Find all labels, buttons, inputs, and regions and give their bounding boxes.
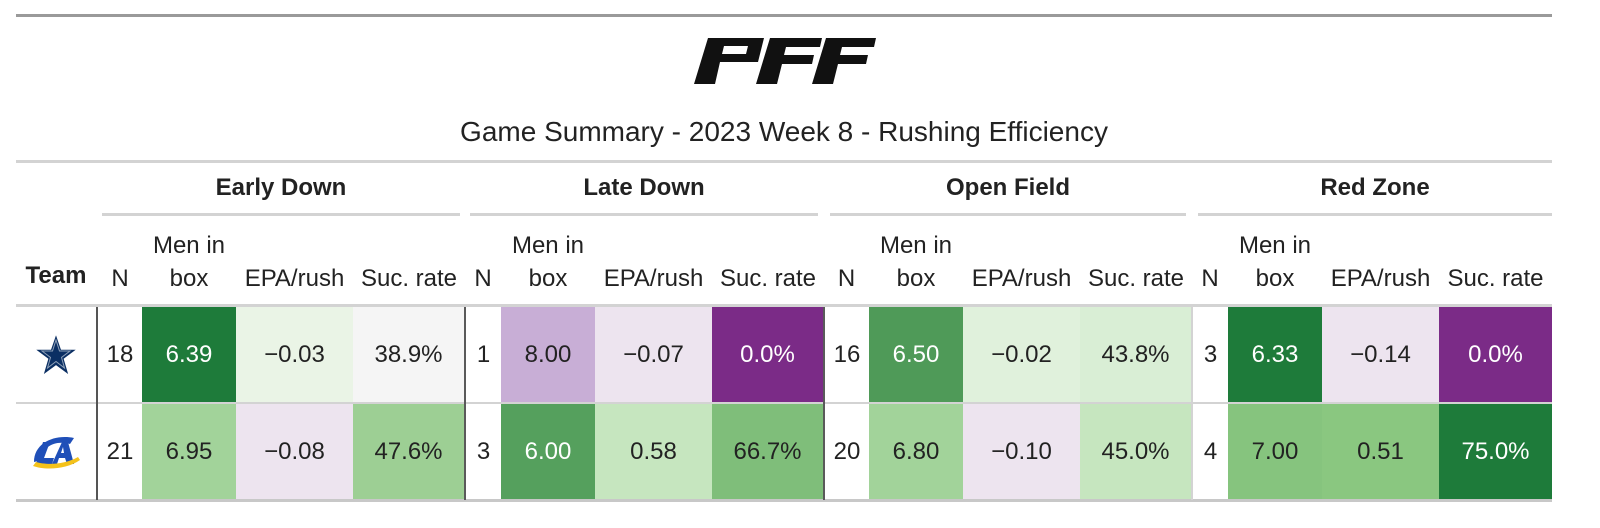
n-cell: 16 <box>825 307 869 402</box>
col-header-line: box <box>1255 265 1295 292</box>
men-in-box-cell: 7.00 <box>1228 404 1322 499</box>
men-in-box-cell: 6.00 <box>501 404 595 499</box>
men-in-box-cell: 6.39 <box>142 307 236 402</box>
men-in-box-cell: 6.95 <box>142 404 236 499</box>
group-header-early-down: Early Down <box>215 174 347 201</box>
top-rule <box>16 14 1552 17</box>
col-header-line: Men in <box>152 232 226 259</box>
col-header-suc-rate: Suc. rate <box>719 265 817 292</box>
success-rate-cell: 75.0% <box>1439 404 1552 499</box>
rams-logo-icon <box>33 437 80 469</box>
group-header-open-field: Open Field <box>945 174 1070 201</box>
group-underline <box>470 213 818 216</box>
men-in-box-cell: 6.80 <box>869 404 963 499</box>
men-in-box-cell: 6.33 <box>1228 307 1322 402</box>
n-cell: 18 <box>98 307 142 402</box>
col-header-line: box <box>528 265 568 292</box>
n-cell: 1 <box>466 307 501 402</box>
men-in-box-cell: 8.00 <box>501 307 595 402</box>
epa-rush-cell: 0.51 <box>1322 404 1439 499</box>
row-divider <box>16 402 1552 404</box>
epa-rush-cell: −0.08 <box>236 404 353 499</box>
col-header-line: box <box>169 265 209 292</box>
success-rate-cell: 38.9% <box>353 307 464 402</box>
team-column-header: Team <box>25 262 87 289</box>
group-underline <box>1198 213 1552 216</box>
group-underline <box>102 213 460 216</box>
col-header-n: N <box>837 265 856 292</box>
col-header-epa: EPA/rush <box>971 265 1072 292</box>
epa-rush-cell: −0.02 <box>963 307 1080 402</box>
epa-rush-cell: −0.03 <box>236 307 353 402</box>
group-divider <box>823 307 825 500</box>
team-cell <box>16 307 96 403</box>
success-rate-cell: 0.0% <box>1439 307 1552 402</box>
col-header-suc-rate: Suc. rate <box>1447 265 1544 292</box>
col-header-epa: EPA/rush <box>1330 265 1431 292</box>
col-header-suc-rate: Suc. rate <box>1087 265 1185 292</box>
team-cell <box>16 404 96 500</box>
col-header-men-in-box: Men in box <box>142 229 236 295</box>
group-header-late-down: Late Down <box>583 174 705 201</box>
col-header-suc-rate: Suc. rate <box>360 265 458 292</box>
success-rate-cell: 47.6% <box>353 404 464 499</box>
men-in-box-cell: 6.50 <box>869 307 963 402</box>
success-rate-cell: 45.0% <box>1080 404 1191 499</box>
col-header-line: Men in <box>511 232 585 259</box>
col-header-epa: EPA/rush <box>603 265 704 292</box>
col-header-men-in-box: Men in box <box>869 229 963 295</box>
n-cell: 21 <box>98 404 142 499</box>
epa-rush-cell: 0.58 <box>595 404 712 499</box>
n-cell: 20 <box>825 404 869 499</box>
success-rate-cell: 66.7% <box>712 404 823 499</box>
col-header-n: N <box>111 265 129 292</box>
pff-logo <box>694 38 876 84</box>
col-header-men-in-box: Men in box <box>501 229 595 295</box>
group-header-red-zone: Red Zone <box>1320 174 1430 201</box>
group-divider <box>1191 307 1193 500</box>
group-divider <box>464 307 466 500</box>
epa-rush-cell: −0.07 <box>595 307 712 402</box>
epa-rush-cell: −0.10 <box>963 404 1080 499</box>
epa-rush-cell: −0.14 <box>1322 307 1439 402</box>
cowboys-star-icon <box>33 332 79 378</box>
col-header-men-in-box: Men in box <box>1228 229 1322 295</box>
title-rule <box>16 160 1552 163</box>
col-header-epa: EPA/rush <box>244 265 345 292</box>
col-header-line: Men in <box>879 232 953 259</box>
success-rate-cell: 43.8% <box>1080 307 1191 402</box>
col-header-n: N <box>474 265 492 292</box>
success-rate-cell: 0.0% <box>712 307 823 402</box>
n-cell: 3 <box>466 404 501 499</box>
bottom-rule <box>16 499 1552 502</box>
table-title: Game Summary - 2023 Week 8 - Rushing Eff… <box>460 116 1108 147</box>
col-header-line: Men in <box>1238 232 1312 259</box>
group-underline <box>830 213 1186 216</box>
n-cell: 3 <box>1193 307 1228 402</box>
col-header-n: N <box>1201 265 1219 292</box>
team-column-divider <box>96 307 98 500</box>
col-header-line: box <box>896 265 936 292</box>
n-cell: 4 <box>1193 404 1228 499</box>
header-rule <box>16 304 1552 307</box>
